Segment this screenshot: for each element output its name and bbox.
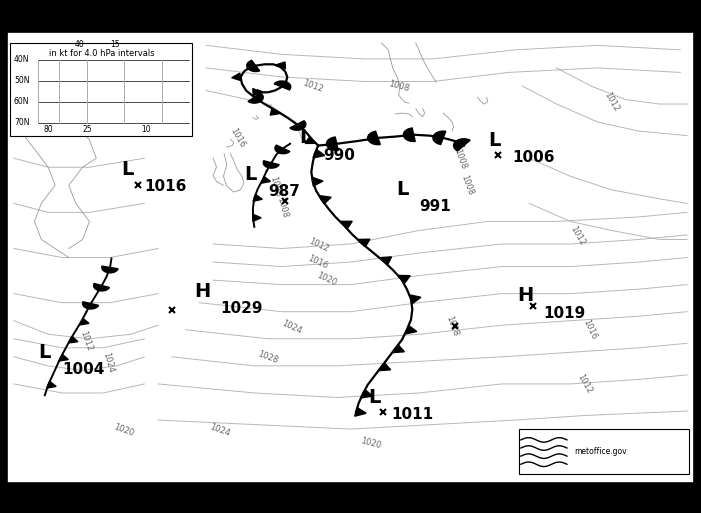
Polygon shape bbox=[319, 195, 331, 204]
Polygon shape bbox=[379, 363, 390, 371]
Text: H: H bbox=[195, 282, 211, 301]
Text: 80: 80 bbox=[43, 125, 53, 134]
Text: 1008: 1008 bbox=[387, 79, 410, 93]
Polygon shape bbox=[275, 62, 285, 69]
Text: 1012: 1012 bbox=[602, 90, 620, 113]
Text: 1016: 1016 bbox=[144, 179, 186, 194]
Polygon shape bbox=[358, 239, 370, 247]
Polygon shape bbox=[454, 139, 470, 151]
Polygon shape bbox=[433, 131, 446, 145]
Text: H: H bbox=[517, 286, 533, 305]
Bar bbox=[519, 429, 689, 474]
Polygon shape bbox=[327, 137, 339, 150]
Polygon shape bbox=[398, 275, 410, 283]
Text: 1004: 1004 bbox=[62, 362, 104, 377]
Polygon shape bbox=[405, 326, 417, 334]
Text: L: L bbox=[368, 388, 381, 407]
Text: 1016: 1016 bbox=[228, 127, 246, 149]
Polygon shape bbox=[47, 382, 56, 388]
Polygon shape bbox=[392, 345, 404, 352]
Polygon shape bbox=[83, 302, 99, 309]
Text: 1011: 1011 bbox=[392, 407, 434, 422]
Text: 1020: 1020 bbox=[360, 437, 383, 450]
Polygon shape bbox=[93, 284, 109, 291]
Text: 1006: 1006 bbox=[512, 150, 554, 165]
Text: L: L bbox=[299, 128, 312, 147]
Polygon shape bbox=[409, 295, 421, 303]
Text: metoffice.gov: metoffice.gov bbox=[573, 447, 627, 456]
Text: 60N: 60N bbox=[14, 97, 29, 106]
Text: 1028: 1028 bbox=[257, 349, 280, 365]
Text: in kt for 4.0 hPa intervals: in kt for 4.0 hPa intervals bbox=[48, 49, 154, 57]
Polygon shape bbox=[313, 149, 325, 158]
Polygon shape bbox=[68, 337, 78, 343]
Text: 1020: 1020 bbox=[112, 422, 135, 438]
Text: 1016: 1016 bbox=[581, 318, 598, 341]
Polygon shape bbox=[312, 177, 323, 186]
Polygon shape bbox=[248, 93, 264, 103]
Text: 10: 10 bbox=[142, 125, 151, 134]
Polygon shape bbox=[275, 145, 290, 154]
Text: 40N: 40N bbox=[14, 55, 29, 64]
Text: L: L bbox=[489, 131, 501, 150]
Polygon shape bbox=[59, 354, 69, 361]
Text: 1012: 1012 bbox=[568, 225, 586, 247]
Text: 1012: 1012 bbox=[575, 372, 593, 396]
Polygon shape bbox=[261, 176, 271, 183]
Polygon shape bbox=[368, 131, 381, 145]
Polygon shape bbox=[264, 161, 279, 168]
Polygon shape bbox=[340, 221, 352, 229]
Text: 70N: 70N bbox=[14, 119, 29, 128]
Polygon shape bbox=[274, 81, 291, 90]
Text: 1029: 1029 bbox=[220, 301, 262, 316]
Polygon shape bbox=[253, 89, 263, 95]
Text: 15: 15 bbox=[110, 40, 120, 49]
Text: 1008: 1008 bbox=[453, 148, 468, 171]
Text: 1012: 1012 bbox=[301, 78, 324, 94]
Polygon shape bbox=[360, 390, 373, 398]
Polygon shape bbox=[305, 137, 316, 144]
Text: 987: 987 bbox=[268, 184, 300, 199]
Text: 1008: 1008 bbox=[459, 174, 475, 197]
Polygon shape bbox=[79, 318, 89, 325]
Text: 1019: 1019 bbox=[543, 306, 585, 321]
Polygon shape bbox=[355, 408, 366, 416]
Text: 1024: 1024 bbox=[280, 319, 304, 336]
Text: L: L bbox=[245, 165, 257, 184]
Text: 50N: 50N bbox=[14, 76, 29, 85]
Text: 1018: 1018 bbox=[444, 314, 460, 338]
Polygon shape bbox=[270, 108, 280, 115]
Text: 1016: 1016 bbox=[307, 253, 329, 270]
Polygon shape bbox=[403, 128, 415, 142]
Text: L: L bbox=[121, 160, 133, 179]
Text: L: L bbox=[39, 343, 51, 362]
Polygon shape bbox=[247, 61, 259, 71]
Text: 1012: 1012 bbox=[79, 330, 94, 352]
Text: 1020: 1020 bbox=[315, 270, 338, 287]
Text: 40: 40 bbox=[74, 40, 84, 49]
Polygon shape bbox=[232, 73, 241, 81]
Text: 1024: 1024 bbox=[102, 351, 116, 373]
Polygon shape bbox=[102, 266, 118, 273]
Polygon shape bbox=[379, 257, 392, 265]
Polygon shape bbox=[253, 214, 261, 221]
Polygon shape bbox=[290, 121, 306, 130]
Bar bbox=[11, 43, 193, 135]
Text: 25: 25 bbox=[83, 125, 93, 134]
Text: 1024: 1024 bbox=[209, 422, 231, 438]
Text: 1008: 1008 bbox=[268, 175, 282, 198]
Text: 991: 991 bbox=[419, 200, 451, 214]
Text: 1012: 1012 bbox=[307, 237, 329, 254]
Text: 1008: 1008 bbox=[275, 196, 289, 219]
Text: 990: 990 bbox=[323, 148, 355, 163]
Text: L: L bbox=[396, 180, 408, 200]
Polygon shape bbox=[253, 194, 262, 201]
